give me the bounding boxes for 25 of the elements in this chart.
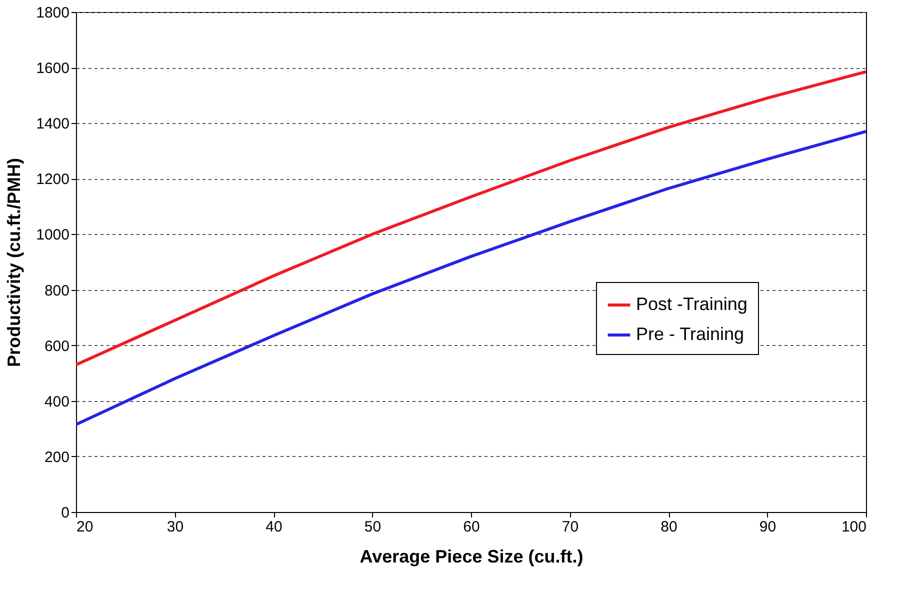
y-tick-label: 1400 xyxy=(36,116,70,133)
y-tick-label: 400 xyxy=(44,393,70,410)
x-axis-title: Average Piece Size (cu.ft.) xyxy=(360,546,584,566)
legend-label: Post -Training xyxy=(636,294,748,314)
x-tick-label: 20 xyxy=(76,518,94,536)
line-series xyxy=(76,70,866,366)
y-tick-label: 1600 xyxy=(36,60,70,78)
y-tick-label: 1200 xyxy=(36,171,70,188)
x-tick-label: 50 xyxy=(364,518,382,536)
x-tick-label: 60 xyxy=(463,518,480,536)
x-tick-label: 80 xyxy=(660,518,678,536)
x-tick-label: 100 xyxy=(841,518,866,536)
y-tick-label: 600 xyxy=(44,338,70,355)
y-tick-label: 200 xyxy=(44,448,70,466)
x-tick-label: 40 xyxy=(266,518,282,536)
y-tick-label: 0 xyxy=(61,504,70,522)
legend-label: Pre - Training xyxy=(636,324,744,344)
x-tick-label: 30 xyxy=(166,518,184,536)
y-tick-label: 800 xyxy=(44,282,70,300)
y-tick-label: 1800 xyxy=(36,4,70,22)
y-axis-title: Productivity (cu.ft./PMH) xyxy=(4,158,24,368)
x-tick-label: 70 xyxy=(562,518,579,536)
line-series xyxy=(76,130,866,426)
y-tick-label: 1000 xyxy=(36,226,70,244)
x-tick-label: 90 xyxy=(759,518,776,536)
